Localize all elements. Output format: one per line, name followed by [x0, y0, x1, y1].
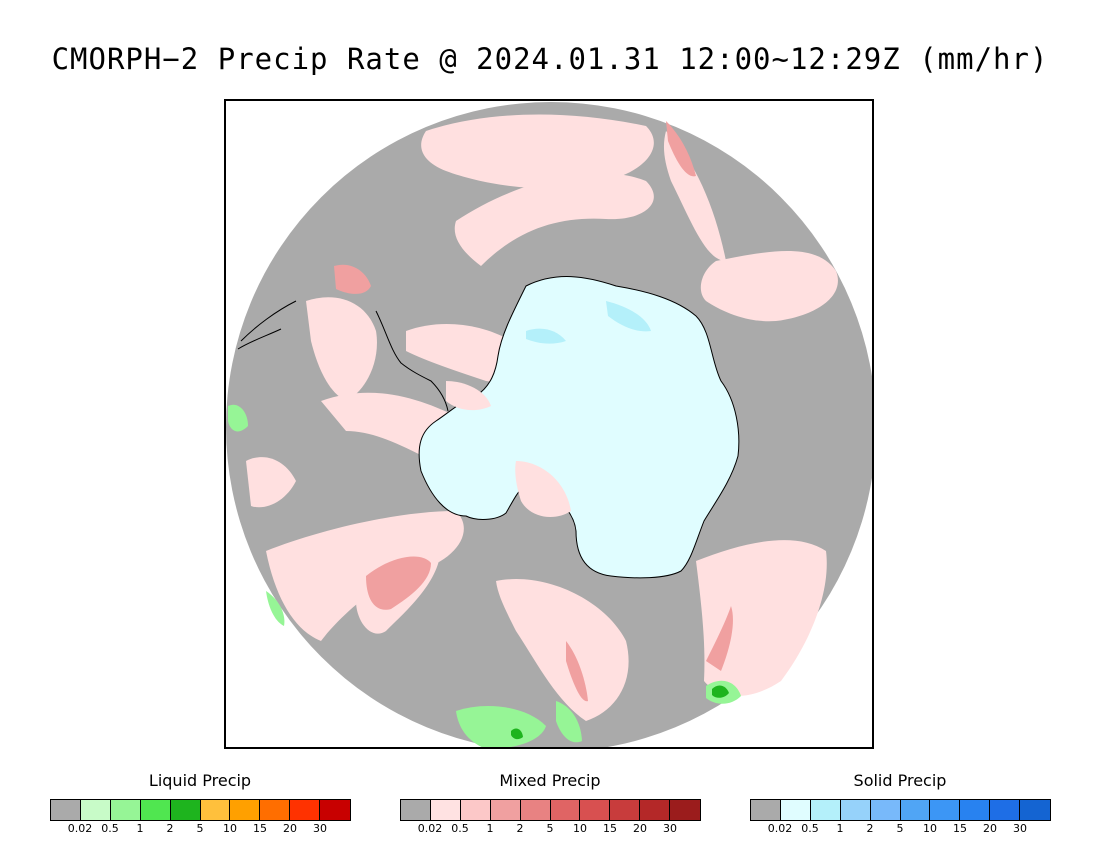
- legend-swatch: [870, 800, 901, 820]
- south-america-coastline: [237, 300, 297, 350]
- legend-swatch: [840, 800, 871, 820]
- legend-tick-label: 30: [1013, 822, 1027, 835]
- liquid-legend-ticks: 0.02 0.5 1 2 5 10 15 20 30: [50, 822, 350, 836]
- legend-swatch: [140, 800, 171, 820]
- solid-legend-bar: [750, 799, 1051, 821]
- map-panel: [224, 99, 874, 749]
- legend-tick-label: 2: [166, 822, 174, 835]
- legend-swatch: [580, 800, 611, 820]
- liquid-light-areas: [228, 404, 741, 747]
- legend-tick-label: 15: [953, 822, 967, 835]
- legend-tick-label: 0.5: [451, 822, 469, 835]
- legend-tick-label: 0.5: [801, 822, 819, 835]
- legend-swatch: [640, 800, 671, 820]
- legend-swatch: [780, 800, 811, 820]
- liquid-heavy-areas: [511, 685, 729, 740]
- legend-tick-label: 30: [313, 822, 327, 835]
- mixed-over-land: [446, 381, 571, 517]
- liquid-legend-title: Liquid Precip: [148, 771, 252, 790]
- legend-swatch: [610, 800, 641, 820]
- legend-swatch: [51, 800, 81, 820]
- legend-swatch: [320, 800, 351, 820]
- legend-swatch: [260, 800, 291, 820]
- legend-swatch: [900, 800, 931, 820]
- legend-tick-label: 1: [136, 822, 144, 835]
- mixed-legend-bar: [400, 799, 701, 821]
- solid-precip-areas: [526, 301, 651, 344]
- legend-swatch: [550, 800, 581, 820]
- liquid-legend-bar: [50, 799, 351, 821]
- legend-tick-label: 0.5: [101, 822, 119, 835]
- chart-title: CMORPH−2 Precip Rate @ 2024.01.31 12:00~…: [51, 42, 1049, 76]
- legend-swatch: [401, 800, 431, 820]
- legend-tick-label: 0.02: [67, 822, 93, 835]
- legend-swatch: [200, 800, 231, 820]
- legend-tick-label: 1: [836, 822, 844, 835]
- legend-tick-label: 20: [633, 822, 647, 835]
- legend-swatch: [460, 800, 491, 820]
- mixed-legend-ticks: 0.02 0.5 1 2 5 10 15 20 30: [400, 822, 700, 836]
- legend-tick-label: 2: [516, 822, 524, 835]
- legend-swatch: [80, 800, 111, 820]
- legend-tick-label: 10: [923, 822, 937, 835]
- legend-swatch: [230, 800, 261, 820]
- legend-swatch: [810, 800, 841, 820]
- legend-swatch: [110, 800, 141, 820]
- legend-swatch: [520, 800, 551, 820]
- solid-legend-title: Solid Precip: [853, 771, 947, 790]
- peninsula-coastline: [375, 310, 449, 412]
- legend-swatch: [490, 800, 521, 820]
- mixed-legend-title: Mixed Precip: [499, 771, 601, 790]
- legend-tick-label: 5: [896, 822, 904, 835]
- legend-tick-label: 5: [196, 822, 204, 835]
- legend-tick-label: 5: [546, 822, 554, 835]
- legend-swatch: [290, 800, 321, 820]
- legend-swatch: [751, 800, 781, 820]
- legend-swatch: [430, 800, 461, 820]
- legend-tick-label: 0.02: [417, 822, 443, 835]
- legend-swatch: [960, 800, 991, 820]
- legend-tick-label: 10: [223, 822, 237, 835]
- legend-tick-label: 10: [573, 822, 587, 835]
- legend-swatch: [170, 800, 201, 820]
- legend-tick-label: 2: [866, 822, 874, 835]
- legend-tick-label: 20: [283, 822, 297, 835]
- legend-swatch: [990, 800, 1021, 820]
- legend-tick-label: 15: [603, 822, 617, 835]
- legend-tick-label: 30: [663, 822, 677, 835]
- solid-legend-ticks: 0.02 0.5 1 2 5 10 15 20 30: [750, 822, 1050, 836]
- antarctica-land: [418, 276, 740, 579]
- legend-tick-label: 1: [486, 822, 494, 835]
- legend-tick-label: 0.02: [767, 822, 793, 835]
- legend-swatch: [930, 800, 961, 820]
- legend-tick-label: 20: [983, 822, 997, 835]
- mixed-medium-areas: [334, 121, 733, 702]
- legend-swatch: [670, 800, 701, 820]
- legend-tick-label: 15: [253, 822, 267, 835]
- polar-map: [226, 102, 872, 747]
- legend-swatch: [1020, 800, 1051, 820]
